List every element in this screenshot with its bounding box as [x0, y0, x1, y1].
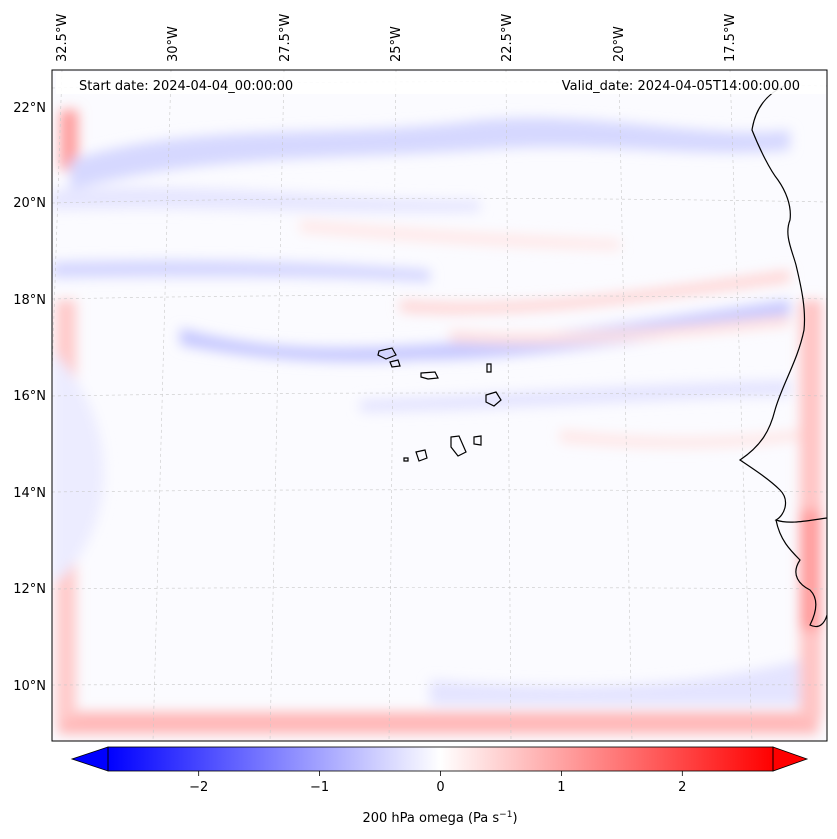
colorbar-tick-label: −1: [310, 780, 329, 795]
island-maio: [473, 435, 482, 446]
colorbar-extend-min: [70, 746, 109, 772]
valid-date-label: Valid_date: 2024-04-05T14:00:00.00: [562, 79, 800, 94]
lat-label-14n: 14°N: [13, 486, 46, 501]
colorbar-tick-label: −2: [189, 780, 208, 795]
colorbar: −2 −1 0 1 2 200 hPa omega (Pa s−1): [70, 746, 809, 826]
colorbar-extend-max: [772, 746, 809, 772]
island-brava: [403, 457, 409, 462]
lat-label-10n: 10°N: [13, 679, 46, 694]
lon-label-17-5w: 17.5°W: [723, 14, 738, 62]
lon-label-30w: 30°W: [166, 26, 181, 62]
island-santo-antao: [377, 347, 397, 360]
latitude-labels: 22°N 20°N 18°N 16°N 14°N 12°N 10°N: [13, 101, 46, 694]
lat-label-22n: 22°N: [13, 101, 46, 116]
colorbar-tick-label: 0: [436, 780, 444, 795]
lon-label-27-5w: 27.5°W: [278, 14, 293, 62]
lat-label-20n: 20°N: [13, 196, 46, 211]
colorbar-tick-label: 1: [557, 780, 565, 795]
island-santiago: [450, 435, 467, 457]
lat-label-16n: 16°N: [13, 389, 46, 404]
island-sao-vicente: [389, 359, 401, 368]
colorbar-label-sup: −1: [499, 810, 512, 820]
annotation-background: [56, 72, 826, 94]
map-frame: [51, 69, 828, 742]
colorbar-gradient: [108, 747, 773, 771]
start-date-label: Start date: 2024-04-04_00:00:00: [79, 79, 293, 94]
lon-label-22-5w: 22.5°W: [500, 14, 515, 62]
lat-label-18n: 18°N: [13, 293, 46, 308]
island-sao-nicolau: [420, 371, 439, 380]
island-boa-vista: [485, 391, 502, 407]
island-fogo: [415, 449, 428, 462]
lon-label-25w: 25°W: [389, 26, 404, 62]
lon-label-20w: 20°W: [612, 26, 627, 62]
colorbar-tick-label: 2: [678, 780, 686, 795]
omega-field: [52, 70, 827, 741]
lat-label-12n: 12°N: [13, 582, 46, 597]
colorbar-label: 200 hPa omega (Pa s−1): [362, 810, 517, 826]
longitude-labels: 32.5°W 30°W 27.5°W 25°W 22.5°W 20°W 17.5…: [55, 14, 738, 62]
coastline: [377, 85, 827, 628]
island-sal: [486, 363, 492, 373]
colorbar-ticks: −2 −1 0 1 2: [189, 771, 686, 795]
lon-label-32-5w: 32.5°W: [55, 14, 70, 62]
colorbar-label-main: 200 hPa omega (Pa s: [362, 811, 499, 826]
colorbar-label-end: ): [512, 811, 517, 826]
